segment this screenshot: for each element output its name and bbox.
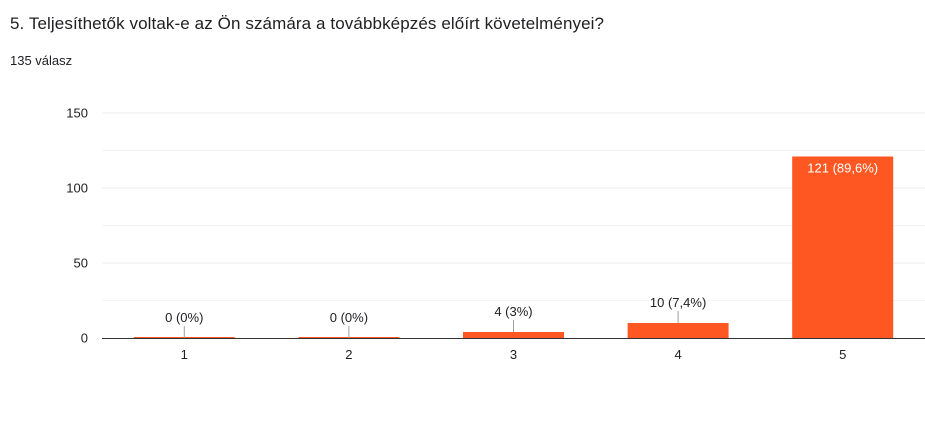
question-title: 5. Teljesíthetők voltak-e az Ön számára …: [10, 14, 605, 33]
y-tick-label: 0: [81, 331, 88, 346]
data-label: 0 (0%): [330, 310, 368, 325]
data-label: 4 (3%): [494, 304, 532, 319]
data-label: 0 (0%): [165, 310, 203, 325]
data-label: 10 (7,4%): [650, 295, 706, 310]
y-tick-label: 50: [74, 256, 88, 271]
bar: [463, 332, 564, 338]
response-count: 135 válasz: [10, 53, 73, 68]
x-tick-label: 2: [345, 347, 352, 362]
bar: [792, 156, 894, 338]
x-tick-label: 1: [181, 347, 188, 362]
y-tick-label: 100: [66, 181, 88, 196]
data-label: 121 (89,6%): [807, 161, 878, 176]
bar: [627, 323, 729, 338]
x-tick-label: 4: [674, 347, 681, 362]
x-tick-label: 3: [510, 347, 517, 362]
y-tick-label: 150: [66, 106, 88, 121]
x-tick-label: 5: [839, 347, 846, 362]
